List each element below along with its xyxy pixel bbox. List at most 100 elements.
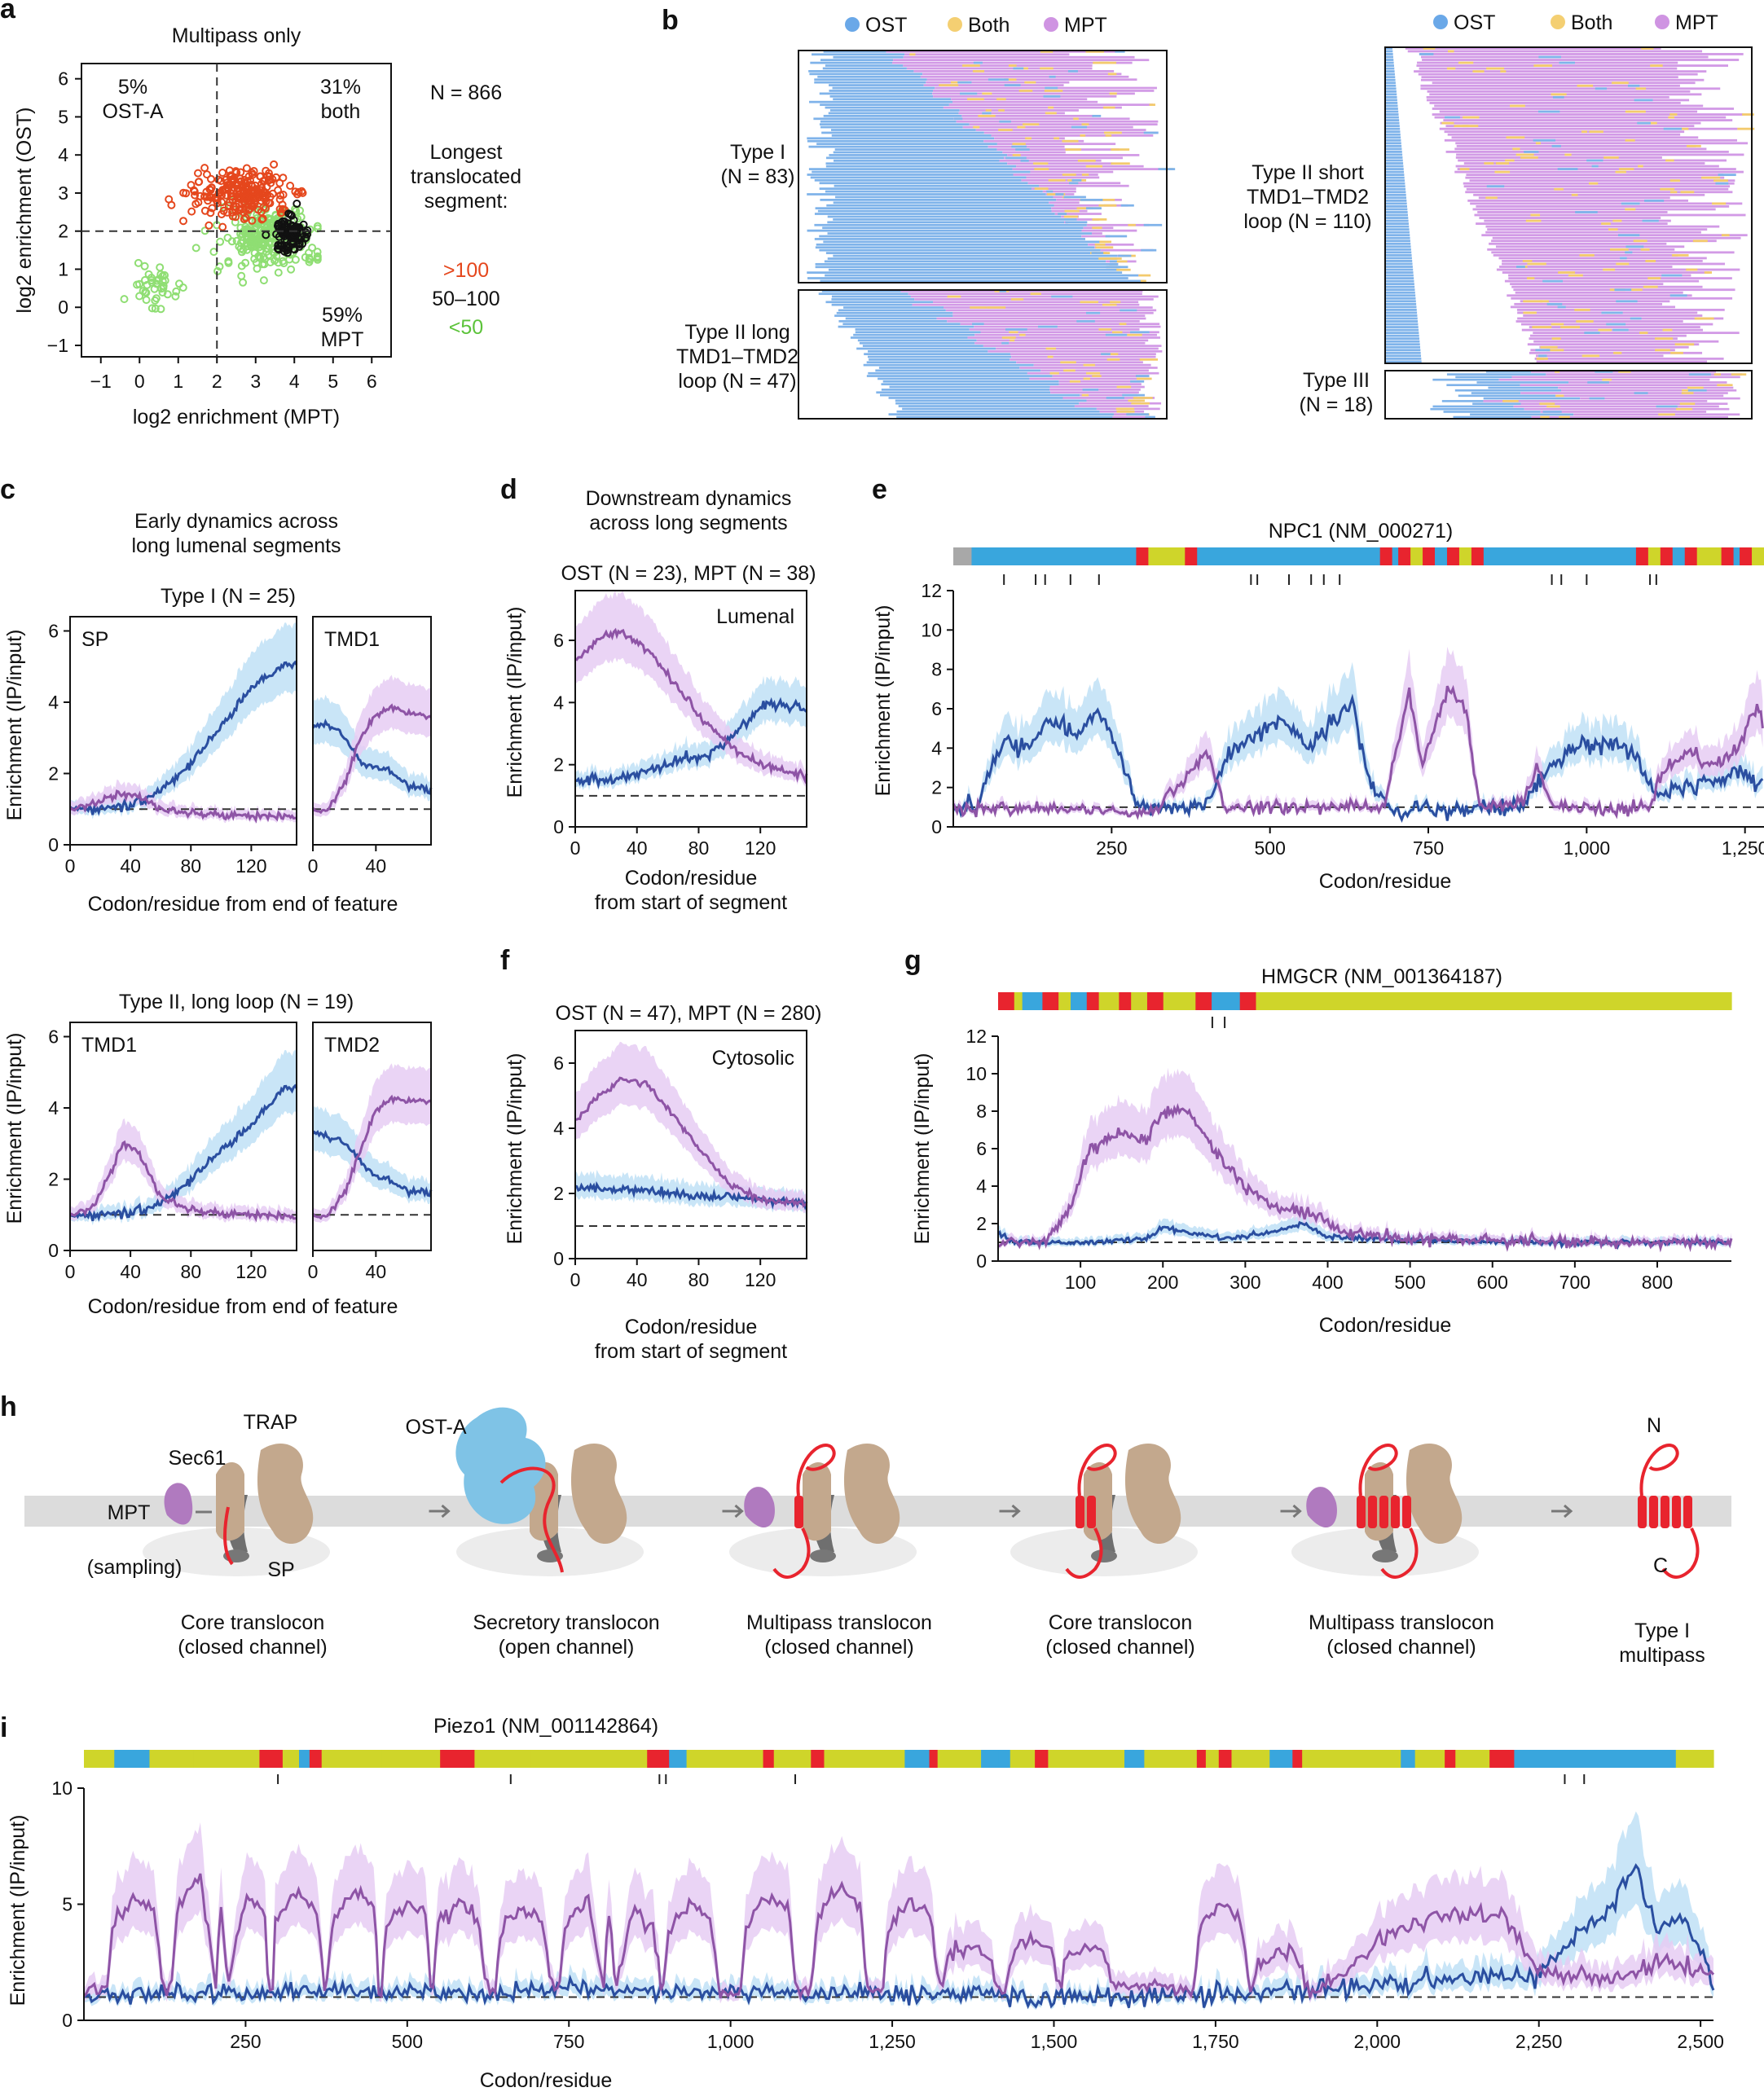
heatmap-ost-segment (862, 345, 983, 347)
heatmap-ost-segment (1385, 245, 1411, 248)
topology-cyto (1256, 992, 1732, 1010)
heatmap-ost-segment (813, 117, 954, 121)
topology-tmd (1489, 1750, 1501, 1768)
ost-line (69, 1083, 298, 1222)
heatmap-both-segment (1669, 191, 1678, 194)
heatmap-both-segment (1102, 106, 1115, 109)
heatmap-both-segment (1675, 407, 1693, 411)
heatmap-both-segment (1107, 73, 1117, 76)
label-type-II-short-2: TMD1–TMD2 (1247, 186, 1369, 209)
subpanel-label: TMD1 (81, 1034, 137, 1057)
heatmap-mpt-segment (958, 112, 1065, 115)
heatmap-ost-segment (1538, 354, 1547, 358)
heatmap-ost-segment (838, 309, 946, 312)
panel-c-top-ylabel: Enrichment (IP/input) (3, 630, 26, 821)
heatmap-both-segment (1625, 138, 1635, 142)
heatmap-mpt-segment (1520, 300, 1670, 303)
heatmap-ost-segment (895, 399, 1087, 402)
x-tick-label: 500 (1394, 1272, 1425, 1293)
sec61-body (803, 1462, 831, 1541)
heatmap-both-segment (1581, 354, 1599, 358)
heatmap-ost-segment (1385, 119, 1400, 122)
stage-caption-sub: (closed channel) (1045, 1636, 1194, 1659)
heatmap-mpt-segment (1051, 207, 1091, 210)
ost-band (313, 1105, 431, 1205)
label-sec61: Sec61 (169, 1447, 227, 1470)
stage-arrow (999, 1504, 1021, 1518)
scatter-point (255, 253, 264, 262)
heatmap-ost-segment (1385, 99, 1397, 102)
heatmap-both-segment (1530, 213, 1541, 217)
heatmap-mpt-segment (1002, 151, 1066, 154)
heatmap-both-segment (1643, 285, 1658, 288)
heatmap-ost-segment (1385, 311, 1418, 314)
heatmap-mpt-segment (1426, 99, 1690, 102)
heatmap-ost-segment (863, 363, 1034, 367)
heatmap-both-segment (1025, 137, 1032, 140)
heatmap-mpt-segment (1502, 260, 1703, 262)
heatmap-ost-segment (896, 415, 1113, 419)
heatmap-both-segment (1018, 90, 1033, 92)
heatmap-mpt-segment (996, 148, 1120, 151)
heatmap-ost-segment (982, 112, 992, 115)
heatmap-both-segment (1065, 148, 1081, 151)
heatmap-ost-segment (810, 176, 1027, 179)
y-tick-label: 2 (553, 1183, 564, 1204)
panel-f: OST (N = 47), MPT (N = 280) 0 40 80 120 0 2 4 6… (504, 1002, 821, 1363)
heatmap-both-segment (1633, 240, 1647, 243)
plot-frame (312, 1022, 432, 1251)
panel-g-chart: 100 200 300 400 500 600 700 800 0 2 4 6 8 10 12 (966, 992, 1733, 1293)
heatmap-mpt-segment (1086, 399, 1142, 402)
heatmap-mpt-segment (1007, 162, 1113, 165)
heatmap-ost-segment (1126, 413, 1149, 415)
heatmap-ost-segment (1586, 159, 1603, 162)
x-tick-label: 120 (745, 837, 776, 859)
heatmap-ost-segment (815, 207, 1052, 210)
heatmap-mpt-segment (933, 94, 1117, 98)
mpt-line (997, 1102, 1733, 1253)
heatmap-both-segment (1114, 260, 1128, 263)
quadrant-br-label: MPT (321, 328, 364, 351)
heatmap-both-segment (1581, 320, 1594, 323)
scatter-point (237, 271, 246, 280)
heatmap-mpt-segment (1517, 317, 1724, 320)
heatmap-both-segment (1655, 337, 1674, 341)
heatmap-both-segment (1484, 162, 1494, 165)
heatmap-mpt-segment (1421, 55, 1709, 59)
heatmap-both-segment (1680, 191, 1695, 194)
scatter-point (120, 295, 129, 304)
heatmap-ost-segment (1718, 174, 1736, 177)
heatmap-both-segment (1598, 328, 1612, 332)
topology-cyto (1058, 992, 1071, 1010)
legend-50-100: 50–100 (432, 288, 499, 310)
subpanel-label: TMD2 (324, 1034, 380, 1057)
heatmap-both-segment (1619, 168, 1634, 170)
heatmap-ost-segment (1385, 302, 1417, 305)
heatmap-mpt-segment (1487, 228, 1708, 231)
heatmap-mpt-segment (1414, 70, 1707, 73)
heatmap-ost-segment (1385, 300, 1416, 303)
heatmap-mpt-segment (1535, 354, 1664, 358)
quadrant-tl-label: OST-A (102, 100, 163, 123)
heatmap-ost-segment (1385, 179, 1405, 182)
heatmap-mpt-segment (1407, 50, 1703, 53)
heatmap-mpt-segment (908, 292, 1142, 296)
heatmap-ost-segment (1385, 144, 1402, 147)
topology-tmd (1196, 1750, 1207, 1768)
heatmap-both-segment (1679, 402, 1696, 405)
heatmap-ost-segment (1385, 113, 1399, 116)
heatmap-ost-segment (832, 86, 935, 90)
heatmap-mpt-segment (1016, 361, 1143, 364)
heatmap-ost-segment (1385, 176, 1405, 179)
heatmap-ost-segment (808, 145, 988, 148)
heatmap-mpt-segment (900, 290, 1143, 292)
heatmap-ost-segment (1625, 245, 1644, 248)
heatmap-mpt-segment (1534, 357, 1724, 360)
heatmap-ost-segment (842, 323, 961, 326)
heatmap-both-segment (962, 64, 980, 67)
heatmap-mpt-segment (886, 51, 1116, 53)
mpt-complex (744, 1487, 775, 1528)
scatter-point (274, 258, 283, 267)
heatmap-ost-segment (1145, 415, 1155, 419)
scatter-point (293, 200, 301, 208)
